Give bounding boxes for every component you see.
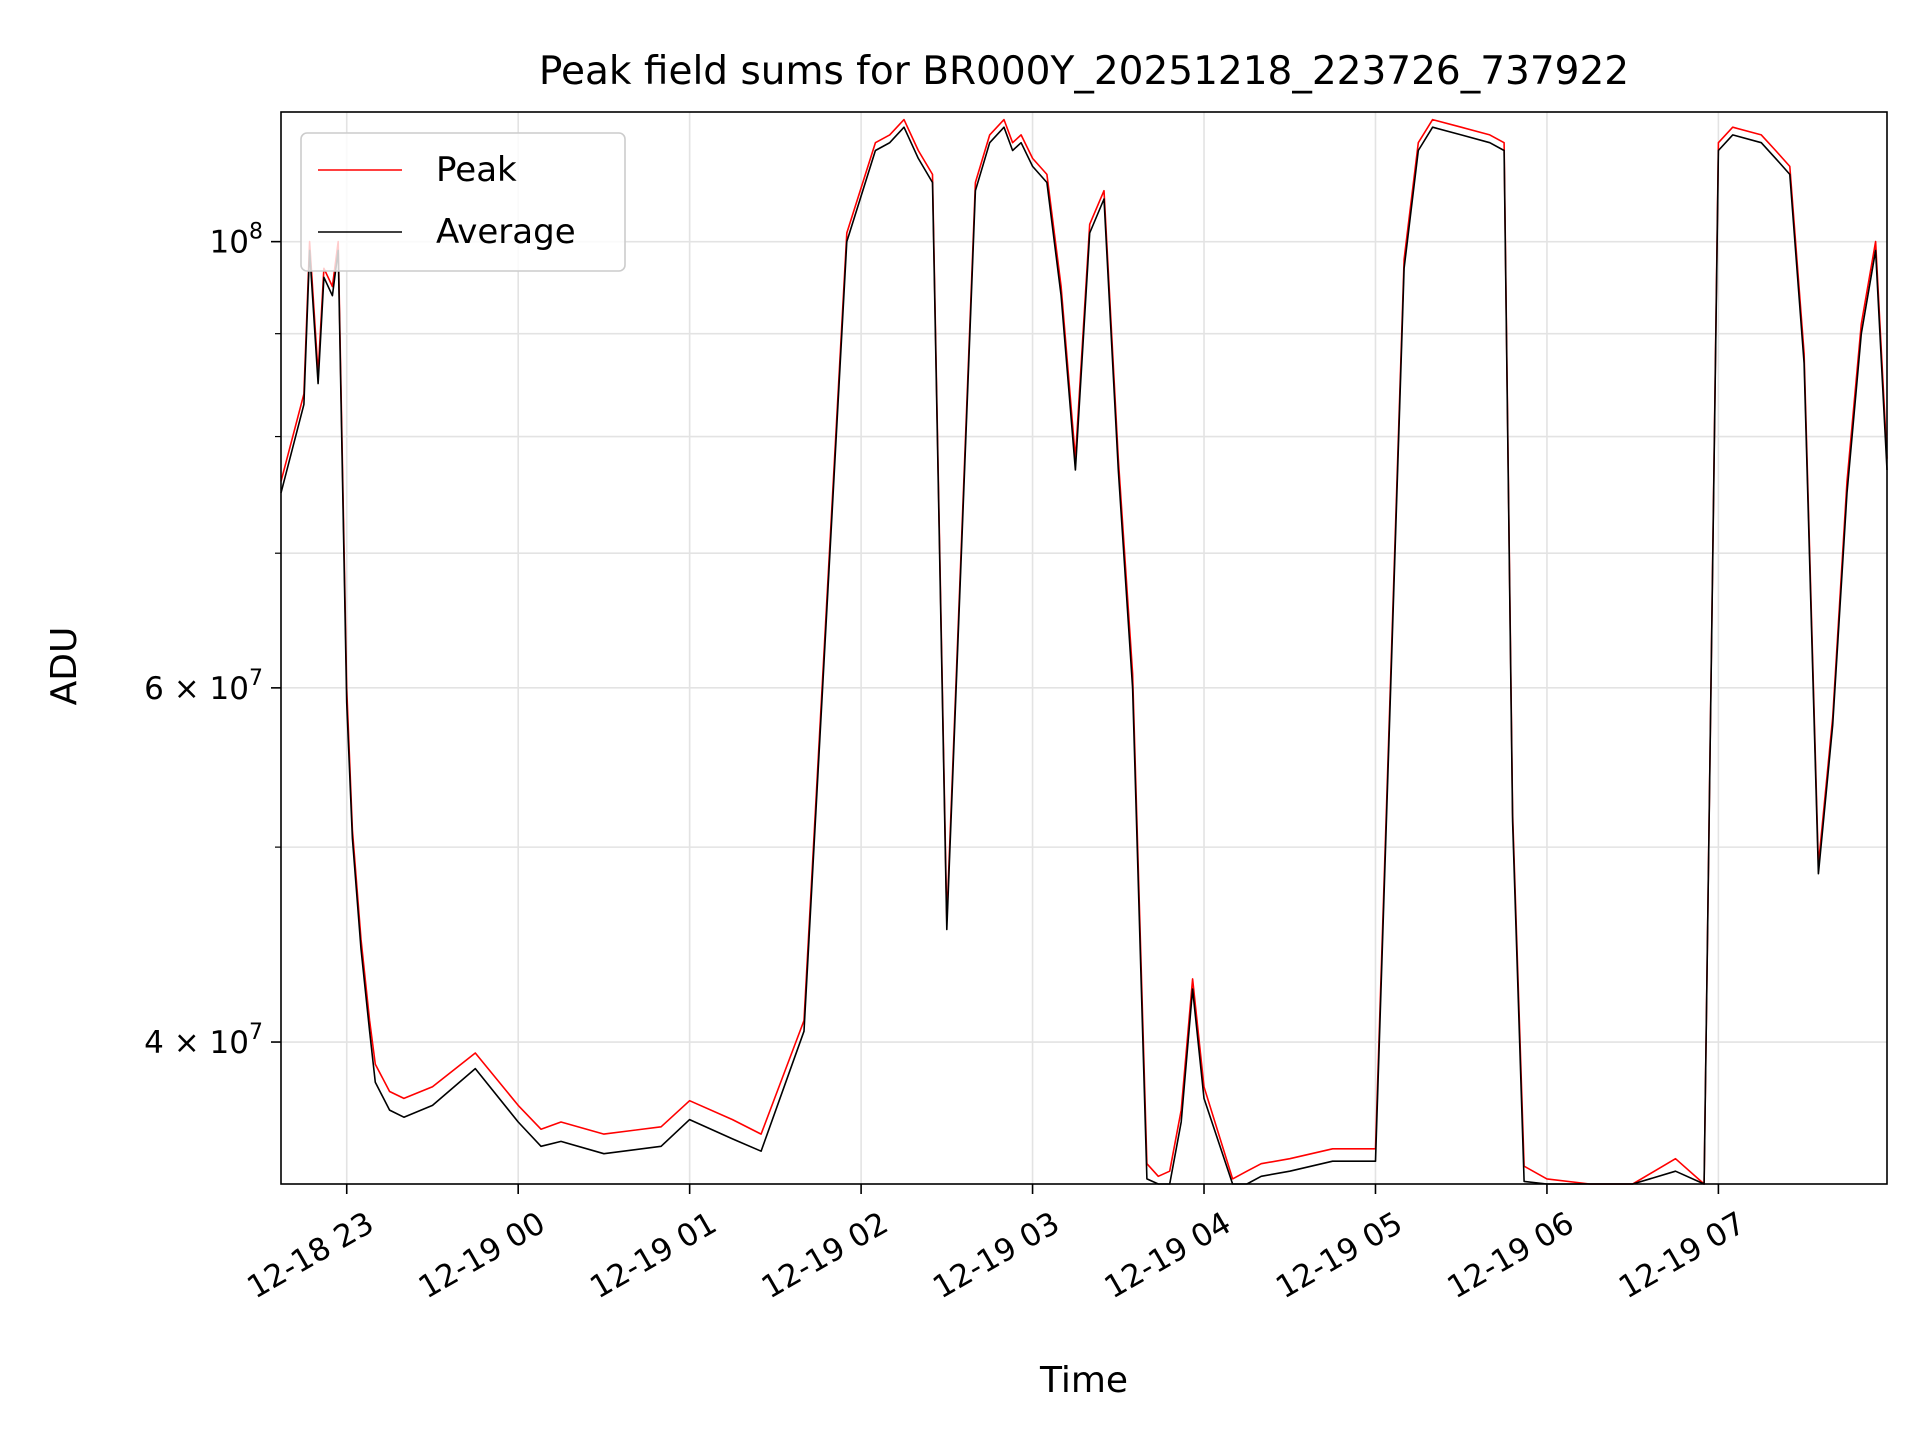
y-axis: 4 × 107 6 × 107 108: [144, 220, 281, 1061]
y-tick-label: 108: [210, 220, 263, 261]
chart-title: Peak field sums for BR000Y_20251218_2237…: [539, 49, 1629, 94]
legend: Peak Average: [300, 132, 626, 272]
x-axis-label: Time: [1039, 1360, 1128, 1401]
legend-box: [300, 132, 626, 272]
y-axis-label: ADU: [44, 627, 85, 706]
legend-label-peak: Peak: [436, 150, 517, 190]
plot-area: [280, 118, 1888, 1185]
series-line-average: [280, 126, 1888, 1185]
y-tick-label: 6 × 107: [144, 666, 263, 707]
y-tick-label: 4 × 107: [144, 1020, 263, 1061]
axes-frame: [280, 111, 1888, 1185]
legend-label-average: Average: [436, 212, 576, 252]
